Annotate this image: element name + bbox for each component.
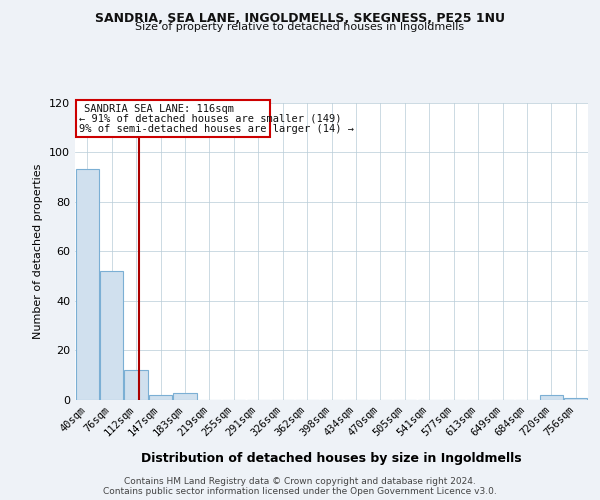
Bar xyxy=(124,370,148,400)
Bar xyxy=(540,395,563,400)
Text: SANDRIA SEA LANE: 116sqm: SANDRIA SEA LANE: 116sqm xyxy=(83,104,233,114)
Text: Contains HM Land Registry data © Crown copyright and database right 2024.: Contains HM Land Registry data © Crown c… xyxy=(124,478,476,486)
Bar xyxy=(149,395,172,400)
X-axis label: Distribution of detached houses by size in Ingoldmells: Distribution of detached houses by size … xyxy=(141,452,522,466)
Text: Size of property relative to detached houses in Ingoldmells: Size of property relative to detached ho… xyxy=(136,22,464,32)
Text: Contains public sector information licensed under the Open Government Licence v3: Contains public sector information licen… xyxy=(103,487,497,496)
Bar xyxy=(100,271,123,400)
Bar xyxy=(173,392,197,400)
Bar xyxy=(564,398,587,400)
Text: SANDRIA, SEA LANE, INGOLDMELLS, SKEGNESS, PE25 1NU: SANDRIA, SEA LANE, INGOLDMELLS, SKEGNESS… xyxy=(95,12,505,26)
Y-axis label: Number of detached properties: Number of detached properties xyxy=(34,164,43,339)
Text: ← 91% of detached houses are smaller (149): ← 91% of detached houses are smaller (14… xyxy=(79,114,341,124)
Text: 9% of semi-detached houses are larger (14) →: 9% of semi-detached houses are larger (1… xyxy=(79,124,353,134)
Bar xyxy=(76,170,99,400)
Bar xyxy=(76,100,271,137)
